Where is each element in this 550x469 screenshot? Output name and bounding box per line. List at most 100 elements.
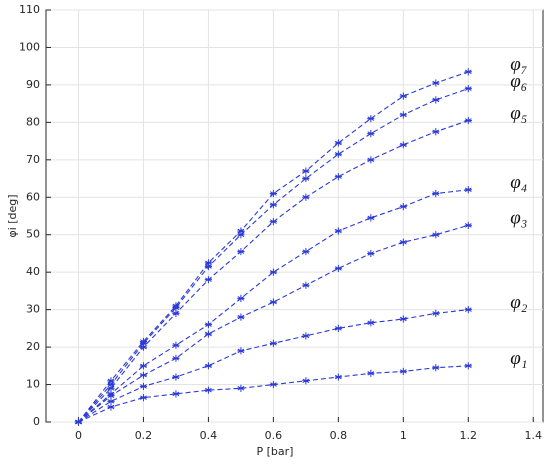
data-point xyxy=(74,418,83,426)
data-point xyxy=(139,394,148,402)
data-point xyxy=(139,371,148,379)
data-point xyxy=(464,116,472,125)
data-point xyxy=(269,189,277,198)
x-tick-label: 0.4 xyxy=(200,429,218,442)
data-point xyxy=(334,264,342,273)
data-point xyxy=(432,79,440,87)
series-label: φ₇ xyxy=(510,54,528,75)
data-point xyxy=(204,330,213,338)
y-tick-label: 40 xyxy=(26,265,40,278)
data-point xyxy=(432,96,440,104)
data-point xyxy=(464,362,472,370)
data-point xyxy=(432,364,440,372)
data-point xyxy=(367,369,375,377)
data-point xyxy=(269,298,277,306)
data-point xyxy=(237,384,245,392)
data-point xyxy=(334,139,342,147)
data-point xyxy=(172,302,180,310)
data-point xyxy=(204,259,213,267)
data-point xyxy=(269,268,277,276)
data-point xyxy=(367,249,375,258)
data-point xyxy=(302,377,310,385)
y-tick-label: 90 xyxy=(26,78,40,91)
data-point xyxy=(107,384,115,392)
y-axis-label: φi [deg] xyxy=(6,194,19,237)
grid xyxy=(46,9,543,423)
data-point xyxy=(107,403,115,411)
x-tick-label: 1 xyxy=(400,429,407,442)
y-tick-label: 20 xyxy=(26,340,40,353)
y-tick-label: 100 xyxy=(19,40,40,53)
plot-frame xyxy=(45,9,544,423)
data-point xyxy=(237,231,245,239)
data-point xyxy=(204,262,213,271)
data-point xyxy=(302,281,310,289)
data-point xyxy=(204,276,213,284)
x-tick-label: 0.2 xyxy=(135,429,153,442)
data-point xyxy=(367,115,375,123)
series-label: φ₆ xyxy=(510,71,527,92)
x-tick-label: 1.2 xyxy=(460,429,478,442)
data-point xyxy=(399,367,407,376)
data-point xyxy=(204,362,213,370)
data-point xyxy=(237,247,245,256)
data-point xyxy=(107,377,115,385)
y-tick-label: 60 xyxy=(26,190,40,203)
x-tick-label: 0.6 xyxy=(265,429,283,442)
series-label: φ₃ xyxy=(510,208,527,229)
series-label: φ₁ xyxy=(510,348,527,369)
data-point xyxy=(172,373,180,381)
data-point xyxy=(237,227,245,235)
data-point xyxy=(269,201,277,209)
data-point xyxy=(139,362,148,370)
data-point xyxy=(302,167,310,175)
data-point xyxy=(432,231,440,239)
data-point xyxy=(399,111,407,119)
x-tick-label: 1.4 xyxy=(525,429,543,442)
data-point xyxy=(399,315,407,323)
data-point xyxy=(204,321,213,329)
data-point xyxy=(237,313,245,321)
x-axis-label: P [bar] xyxy=(257,445,294,458)
data-point xyxy=(334,227,342,235)
data-point xyxy=(302,193,310,201)
data-point xyxy=(172,341,180,349)
y-tick-label: 70 xyxy=(26,153,40,166)
x-tick-label: 0.8 xyxy=(330,429,348,442)
data-point xyxy=(367,214,375,222)
y-tick-label: 80 xyxy=(26,115,40,128)
data-point xyxy=(399,92,407,100)
data-point xyxy=(204,386,213,394)
data-point xyxy=(432,189,440,198)
data-point xyxy=(237,294,245,302)
data-point xyxy=(269,339,277,347)
series-label: φ₄ xyxy=(510,172,527,193)
data-point xyxy=(399,203,407,211)
data-point xyxy=(367,156,375,164)
data-point xyxy=(367,130,375,138)
y-tick-label: 30 xyxy=(26,303,40,316)
data-point xyxy=(107,397,115,405)
data-point xyxy=(334,173,342,181)
data-point xyxy=(172,354,180,362)
data-point xyxy=(464,221,472,229)
y-tick-label: 110 xyxy=(19,3,40,16)
data-point xyxy=(172,309,180,317)
data-point xyxy=(269,218,277,226)
data-point xyxy=(237,347,245,355)
data-point xyxy=(399,238,407,246)
data-point xyxy=(139,343,148,351)
data-point xyxy=(107,380,115,389)
data-point xyxy=(464,306,472,314)
y-tick-label: 10 xyxy=(26,378,40,391)
data-point xyxy=(432,309,440,317)
data-point xyxy=(334,324,342,332)
data-point xyxy=(107,390,115,398)
data-point xyxy=(302,332,310,340)
data-point xyxy=(302,174,310,183)
y-tick-label: 0 xyxy=(33,415,40,428)
data-point xyxy=(334,150,342,158)
series-label: φ₅ xyxy=(510,103,527,124)
data-point xyxy=(139,382,148,391)
